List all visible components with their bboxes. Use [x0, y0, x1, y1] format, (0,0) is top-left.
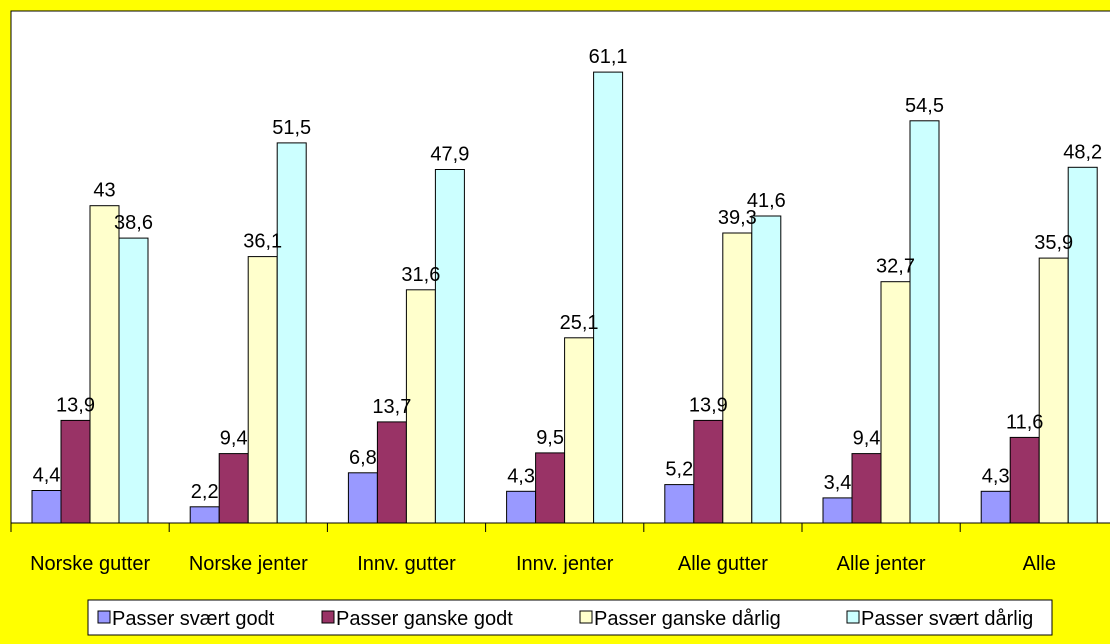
x-tick-label: Alle gutter	[678, 553, 768, 575]
data-label: 13,7	[372, 396, 411, 418]
bar-3-7	[1038, 257, 1069, 524]
data-label: 32,7	[876, 256, 915, 278]
bar-2-1	[60, 419, 91, 524]
data-label: 9,4	[220, 428, 248, 450]
bar-3-1	[89, 205, 120, 524]
bar-3-4	[564, 337, 595, 524]
data-label: 31,6	[401, 264, 440, 286]
data-label: 13,9	[56, 394, 95, 416]
data-label: 9,5	[536, 427, 564, 449]
data-label: 4,4	[33, 465, 61, 487]
data-label: 47,9	[430, 144, 469, 166]
legend-label-1: Passer svært godt	[112, 608, 275, 630]
bars-layer	[31, 71, 1098, 524]
legend: Passer svært godt Passer ganske godt Passe…	[87, 599, 1053, 636]
bar-2-7	[1009, 436, 1040, 524]
legend-label-2: Passer ganske godt	[336, 608, 513, 630]
bar-4-3	[434, 169, 465, 524]
bar-2-5	[693, 419, 724, 524]
data-label: 3,4	[824, 472, 852, 494]
legend-swatch-2	[321, 610, 335, 624]
data-label: 5,2	[665, 459, 693, 481]
legend-swatch-4	[846, 610, 860, 624]
legend-label-3: Passer ganske dårlig	[594, 608, 781, 630]
bar-4-1	[118, 237, 149, 524]
data-label: 41,6	[747, 190, 786, 212]
data-label: 25,1	[560, 312, 599, 334]
data-label: 2,2	[191, 481, 219, 503]
bar-1-1	[31, 490, 62, 524]
bar-1-2	[189, 506, 220, 524]
legend-swatch-3	[579, 610, 593, 624]
x-tick-label: Alle jenter	[837, 553, 926, 575]
data-label: 9,4	[853, 428, 881, 450]
x-tick-label: Alle	[1023, 553, 1056, 575]
bar-3-2	[247, 256, 278, 524]
data-label: 11,6	[1006, 411, 1043, 433]
bar-2-4	[535, 452, 566, 524]
bar-4-4	[593, 71, 624, 524]
bar-3-6	[880, 281, 911, 524]
data-label: 4,3	[982, 465, 1010, 487]
data-label: 61,1	[589, 46, 628, 68]
data-labels-layer: 4,4 13,9 43 38,6 2,2 9,4 36,1 51,5 6,8 13,7 31,6 47…	[33, 46, 1103, 503]
data-label: 4,3	[507, 465, 535, 487]
bar-2-3	[376, 421, 407, 524]
bar-4-7	[1067, 166, 1098, 524]
data-label: 48,2	[1063, 141, 1102, 163]
x-tick-label: Innv. gutter	[357, 553, 456, 575]
bar-1-4	[506, 490, 537, 524]
legend-label-4: Passer svært dårlig	[861, 608, 1033, 630]
x-tick-label: Innv. jenter	[516, 553, 614, 575]
data-label: 38,6	[114, 212, 153, 234]
x-tick-label: Norske gutter	[30, 553, 150, 575]
data-label: 36,1	[243, 231, 282, 253]
bar-2-6	[851, 453, 882, 524]
legend-box	[87, 599, 1053, 636]
bar-1-5	[664, 484, 695, 524]
x-tick-label: Norske jenter	[189, 553, 308, 575]
bar-3-5	[722, 232, 753, 524]
data-label: 6,8	[349, 447, 377, 469]
x-axis: Norske gutter Norske jenter Innv. gutter In…	[10, 522, 1110, 575]
bar-1-6	[822, 497, 853, 524]
bar-4-2	[276, 142, 307, 524]
bar-4-6	[909, 120, 940, 524]
data-label: 43	[93, 180, 115, 202]
bar-1-3	[347, 472, 378, 524]
data-label: 54,5	[905, 95, 944, 117]
bar-4-5	[751, 215, 782, 524]
data-label: 39,3	[718, 207, 757, 229]
legend-swatch-1	[97, 610, 111, 624]
data-label: 51,5	[272, 117, 311, 139]
bar-1-7	[980, 490, 1011, 524]
data-label: 35,9	[1034, 232, 1073, 254]
data-label: 13,9	[689, 394, 728, 416]
bar-2-2	[218, 453, 249, 524]
